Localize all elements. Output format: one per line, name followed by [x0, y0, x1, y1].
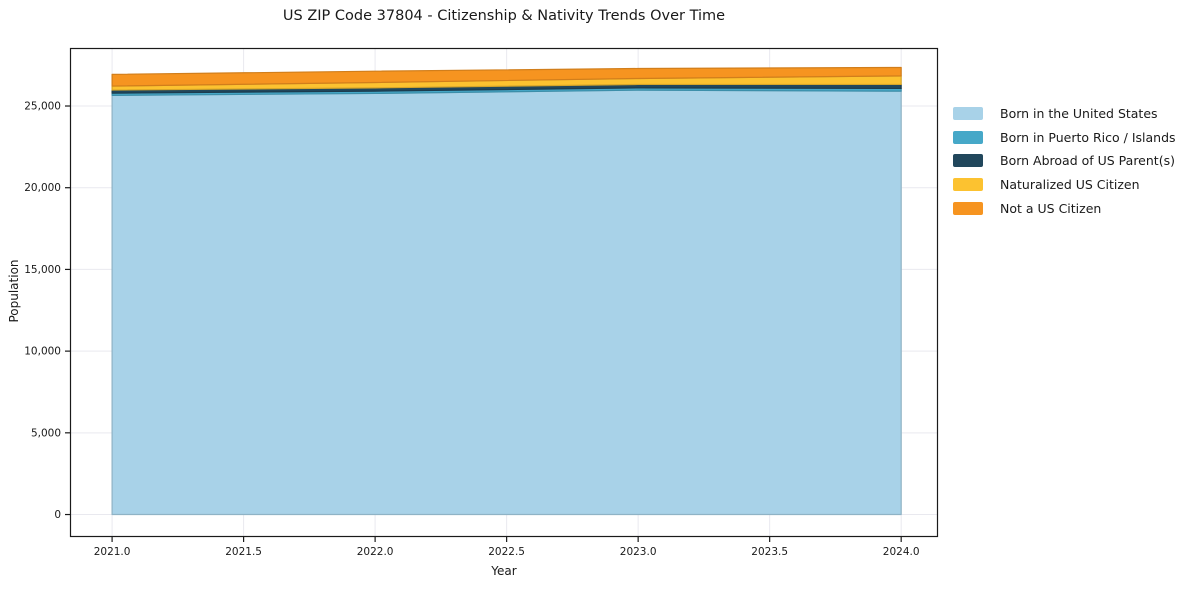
legend-label: Born in Puerto Rico / Islands — [1000, 129, 1176, 145]
legend-label: Naturalized US Citizen — [1000, 177, 1140, 193]
legend-swatch-icon — [953, 130, 983, 144]
y-tick-label: 25,000 — [24, 101, 61, 113]
legend-swatch-icon — [953, 107, 983, 121]
legend-swatch-icon — [953, 178, 983, 192]
y-tick-label: 0 — [54, 509, 61, 521]
plot-border — [69, 47, 939, 538]
x-tick-label: 2021.5 — [225, 546, 262, 558]
y-tick-label: 5,000 — [31, 427, 61, 439]
x-tick-label: 2023.0 — [620, 546, 657, 558]
legend-item: Not a US Citizen — [953, 196, 1176, 220]
chart-title: US ZIP Code 37804 - Citizenship & Nativi… — [282, 8, 726, 24]
area-series-4 — [111, 66, 902, 87]
x-tick-label: 2024.0 — [883, 546, 920, 558]
legend-item: Born Abroad of US Parent(s) — [953, 149, 1176, 173]
y-tick-label: 20,000 — [24, 182, 61, 194]
legend-label: Born Abroad of US Parent(s) — [1000, 153, 1175, 169]
x-tick-label: 2022.0 — [357, 546, 394, 558]
x-tick-label: 2021.0 — [94, 546, 131, 558]
legend: Born in the United States Born in Puerto … — [953, 102, 1176, 220]
legend-label: Not a US Citizen — [1000, 200, 1102, 216]
legend-swatch-icon — [953, 201, 983, 215]
legend-item: Born in Puerto Rico / Islands — [953, 126, 1176, 150]
legend-item: Born in the United States — [953, 102, 1176, 126]
legend-swatch-icon — [953, 154, 983, 168]
y-tick-label: 15,000 — [24, 264, 61, 276]
legend-label: Born in the United States — [1000, 106, 1158, 122]
x-axis-label: Year — [491, 564, 517, 578]
x-tick-label: 2022.5 — [488, 546, 525, 558]
legend-item: Naturalized US Citizen — [953, 173, 1176, 197]
x-tick-label: 2023.5 — [751, 546, 788, 558]
y-tick-label: 10,000 — [24, 346, 61, 358]
y-axis-label: Population — [7, 259, 21, 323]
area-series-0 — [111, 89, 902, 516]
